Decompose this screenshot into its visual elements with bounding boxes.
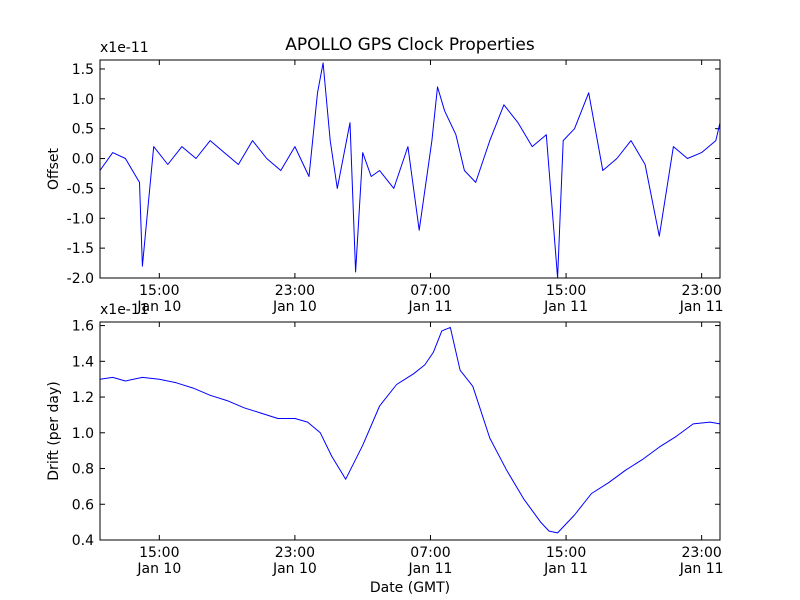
chart-title: APOLLO GPS Clock Properties xyxy=(285,35,535,55)
x-tick-label: 15:00 xyxy=(546,545,586,561)
plot-frame xyxy=(99,321,721,541)
y-tick-label: 1.2 xyxy=(72,390,94,406)
y-tick-label: 0.6 xyxy=(72,497,94,513)
x-tick-label: 15:00 xyxy=(546,283,586,299)
x-tick-date-label: Jan 10 xyxy=(136,561,181,577)
series-line xyxy=(99,62,721,279)
y-axis-label: Drift (per day) xyxy=(46,381,62,480)
x-tick-label: 07:00 xyxy=(410,283,450,299)
y-axis-label: Offset xyxy=(46,147,62,190)
y-tick-label: -0.5 xyxy=(67,181,94,197)
y-tick-label: 0.0 xyxy=(72,152,94,168)
y-tick-label: 1.6 xyxy=(72,319,94,335)
y-scale-label: x1e-11 xyxy=(100,40,149,56)
x-tick-label: 23:00 xyxy=(275,545,315,561)
x-tick-label: 23:00 xyxy=(681,283,721,299)
y-tick-label: 0.4 xyxy=(72,533,94,549)
x-tick-date-label: Jan 10 xyxy=(136,299,181,315)
y-tick-label: 0.5 xyxy=(72,122,94,138)
x-tick-date-label: Jan 11 xyxy=(543,299,588,315)
y-tick-label: -1.0 xyxy=(67,211,94,227)
x-tick-label: 15:00 xyxy=(139,283,179,299)
x-tick-label: 15:00 xyxy=(139,545,179,561)
x-tick-date-label: Jan 11 xyxy=(543,561,588,577)
x-tick-date-label: Jan 11 xyxy=(679,299,724,315)
y-tick-label: -2.0 xyxy=(67,271,94,287)
x-tick-date-label: Jan 10 xyxy=(272,561,317,577)
x-tick-date-label: Jan 11 xyxy=(408,561,453,577)
y-tick-label: 1.0 xyxy=(72,426,94,442)
x-tick-date-label: Jan 11 xyxy=(408,299,453,315)
x-tick-label: 23:00 xyxy=(275,283,315,299)
y-tick-label: 0.8 xyxy=(72,462,94,478)
y-scale-label: x1e-11 xyxy=(100,302,149,318)
x-tick-label: 07:00 xyxy=(410,545,450,561)
plot-frame xyxy=(99,59,721,279)
y-tick-label: -1.5 xyxy=(67,241,94,257)
x-tick-date-label: Jan 11 xyxy=(679,561,724,577)
y-tick-label: 1.4 xyxy=(72,354,94,370)
series-line xyxy=(99,326,721,534)
x-axis-label: Date (GMT) xyxy=(370,580,450,596)
x-tick-date-label: Jan 10 xyxy=(272,299,317,315)
y-tick-label: 1.5 xyxy=(72,62,94,78)
x-tick-label: 23:00 xyxy=(681,545,721,561)
y-tick-label: 1.0 xyxy=(72,92,94,108)
